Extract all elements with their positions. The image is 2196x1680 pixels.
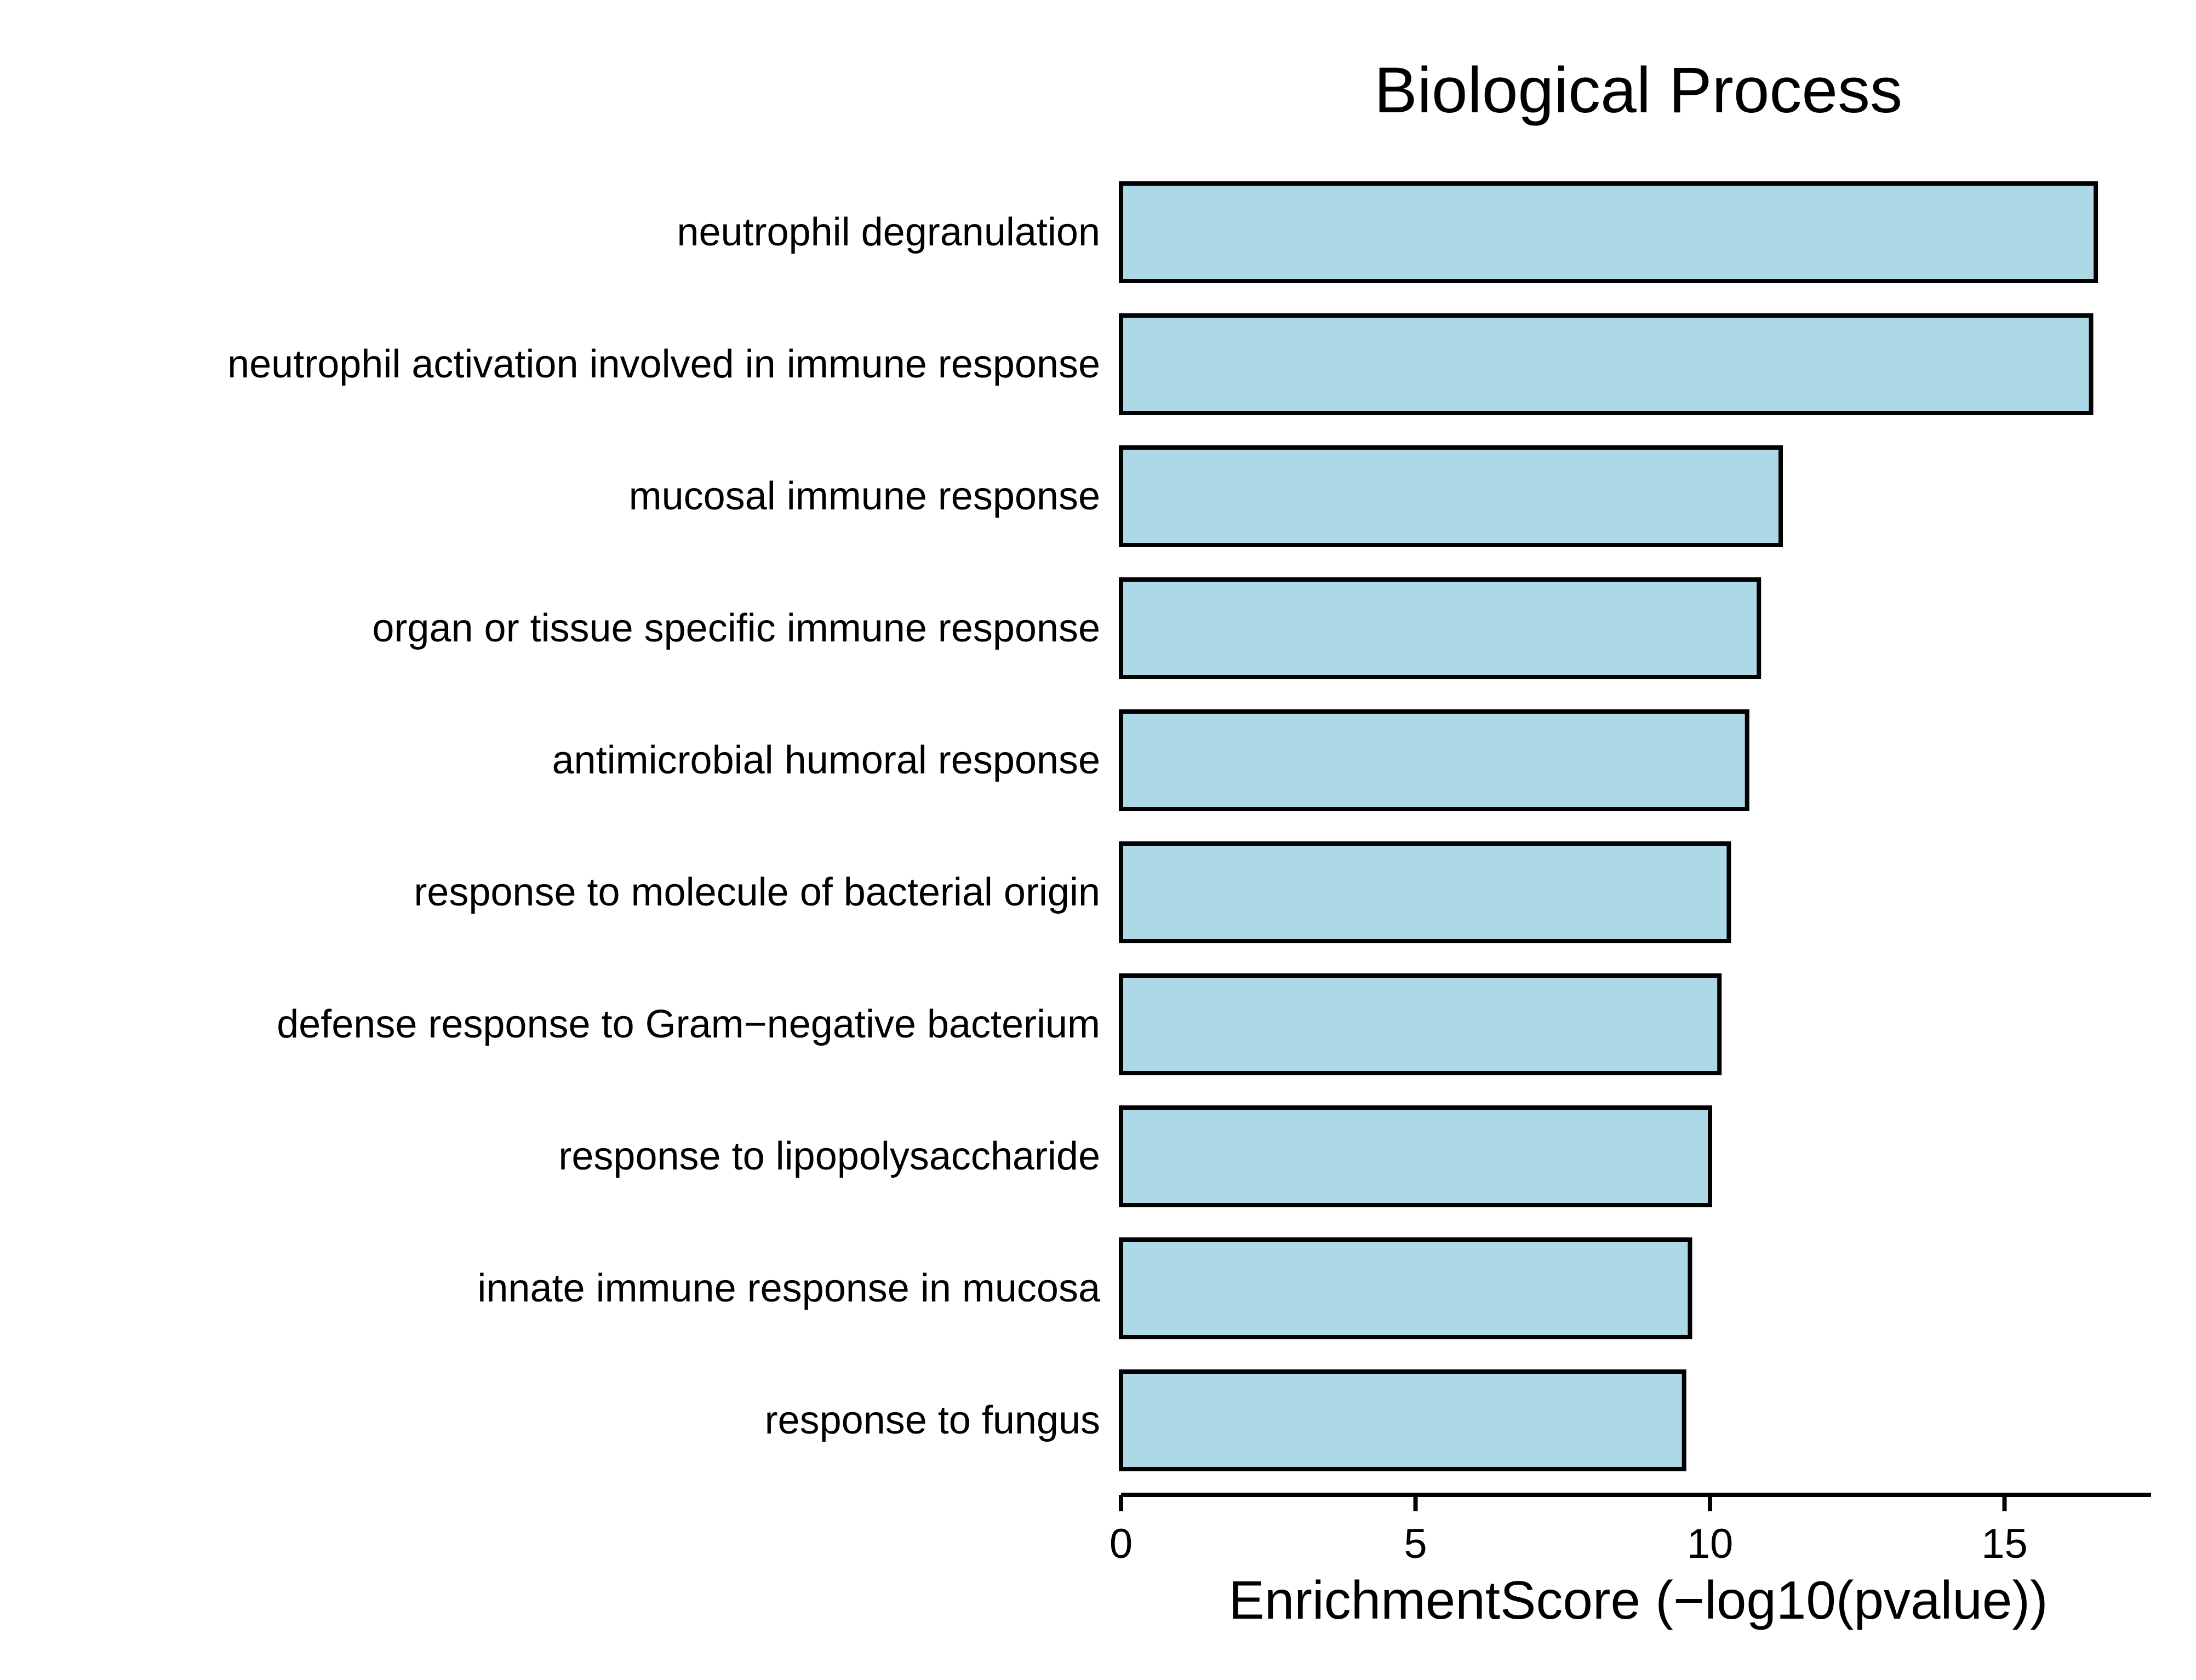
category-label: neutrophil activation involved in immune… [227, 342, 1100, 386]
bar [1119, 841, 1731, 943]
bar [1119, 313, 2094, 415]
bar [1119, 709, 1749, 811]
x-tick-label: 5 [1404, 1521, 1427, 1567]
category-label: response to fungus [765, 1398, 1100, 1442]
chart-title: Biological Process [1374, 54, 1902, 127]
bar [1119, 577, 1762, 679]
x-axis: 0 5 10 15 [1110, 1493, 2151, 1567]
x-tick-label: 15 [1981, 1521, 2028, 1567]
x-axis-ticks: 0 5 10 15 [1110, 1495, 2028, 1567]
category-label: mucosal immune response [629, 474, 1100, 518]
category-label: response to molecule of bacterial origin [414, 870, 1100, 914]
category-label: innate immune response in mucosa [477, 1266, 1101, 1310]
category-label: organ or tissue specific immune response [372, 606, 1100, 650]
bars-layer [1119, 181, 2098, 1471]
category-label: defense response to Gram−negative bacter… [277, 1002, 1100, 1046]
bar [1119, 445, 1783, 547]
bar [1119, 1237, 1692, 1339]
bar [1119, 1105, 1712, 1207]
x-tick-label: 10 [1687, 1521, 1734, 1567]
category-label: antimicrobial humoral response [552, 738, 1100, 782]
bar [1119, 973, 1722, 1075]
bar [1119, 181, 2098, 283]
category-label: response to lipopolysaccharide [558, 1134, 1100, 1178]
category-labels: neutrophil degranulation neutrophil activ… [227, 210, 1101, 1442]
x-axis-title: EnrichmentScore (−log10(pvalue)) [1228, 1570, 2048, 1630]
category-label: neutrophil degranulation [677, 210, 1100, 254]
x-tick-label: 0 [1110, 1521, 1133, 1567]
bar [1119, 1369, 1686, 1471]
